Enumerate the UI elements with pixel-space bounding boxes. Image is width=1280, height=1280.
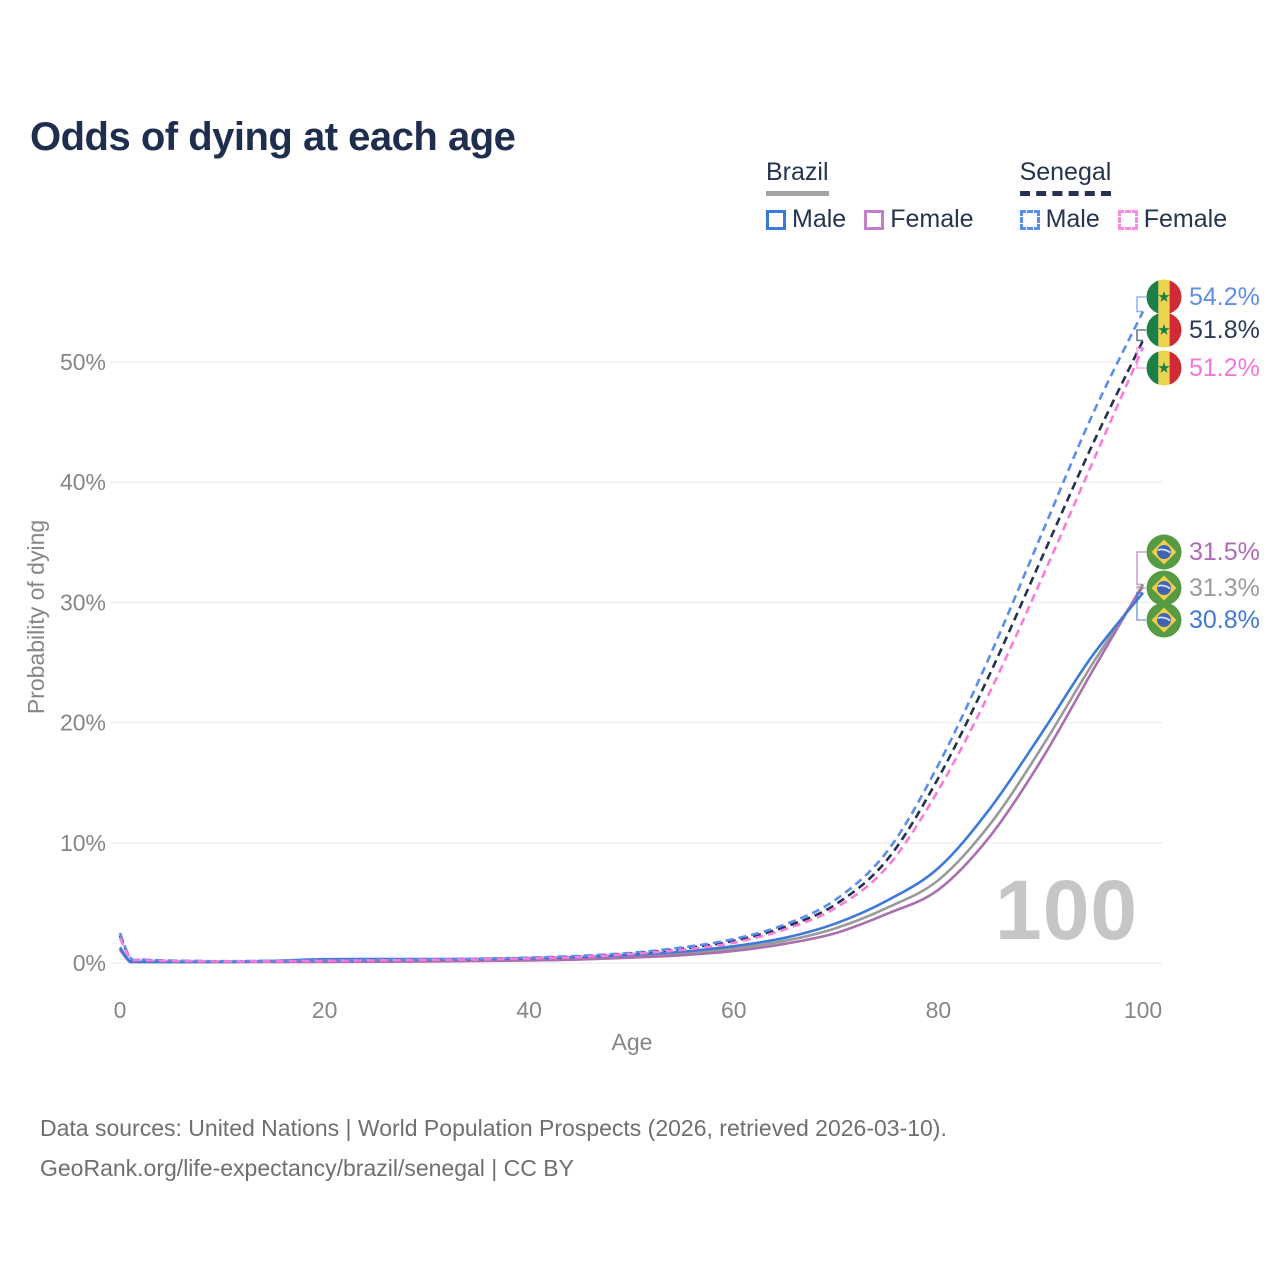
end-label-brazil-male: 30.8% xyxy=(1146,601,1260,639)
senegal-flag-icon xyxy=(1146,312,1182,348)
legend-item-label: Female xyxy=(1143,205,1228,233)
senegal-male-swatch-icon xyxy=(1019,209,1040,230)
end-label-senegal-male: 54.2% xyxy=(1146,278,1260,316)
brazil-female-swatch-icon xyxy=(864,209,885,230)
end-label-senegal-female: 51.2% xyxy=(1146,349,1260,387)
x-axis-title: Age xyxy=(612,1029,653,1055)
senegal-flag-icon xyxy=(1146,279,1182,315)
x-tick-label: 80 xyxy=(926,997,952,1023)
y-tick-label: 30% xyxy=(60,589,106,615)
end-label-brazil-both: 31.3% xyxy=(1146,569,1260,607)
y-tick-label: 20% xyxy=(60,710,106,736)
brazil-male-swatch-icon xyxy=(766,209,786,230)
end-label-value: 31.5% xyxy=(1189,537,1260,566)
end-label-value: 51.2% xyxy=(1189,353,1260,382)
line-senegal-female xyxy=(118,347,1145,963)
label-connector xyxy=(1136,592,1146,621)
y-axis-title: Probability of dying xyxy=(23,520,49,714)
end-label-value: 30.8% xyxy=(1189,605,1260,634)
legend-item-senegal-female[interactable]: Female xyxy=(1117,205,1228,234)
x-tick-label: 40 xyxy=(516,997,542,1023)
page-title: Odds of dying at each age xyxy=(30,114,516,159)
label-connector xyxy=(1136,296,1146,313)
label-connector xyxy=(1136,586,1146,589)
legend: Brazil Male Female Senegal Male Female xyxy=(766,158,1227,234)
line-senegal-both xyxy=(118,339,1145,963)
end-label-value: 54.2% xyxy=(1189,282,1260,311)
x-tick-label: 60 xyxy=(721,997,747,1023)
legend-item-senegal-male[interactable]: Male xyxy=(1019,205,1100,234)
label-connector xyxy=(1136,551,1146,586)
y-tick-label: 10% xyxy=(60,830,106,856)
senegal-flag-icon xyxy=(1146,350,1182,386)
line-brazil-both xyxy=(118,586,1145,964)
label-connector xyxy=(1136,329,1146,342)
source-line-1: Data sources: United Nations | World Pop… xyxy=(40,1115,947,1141)
y-tick-label: 40% xyxy=(60,469,106,495)
brazil-flag-icon xyxy=(1146,570,1182,606)
x-tick-label: 100 xyxy=(1124,997,1162,1023)
y-tick-label: 50% xyxy=(60,349,106,375)
legend-item-label: Male xyxy=(1045,205,1100,233)
x-tick-label: 0 xyxy=(114,997,127,1023)
line-brazil-male xyxy=(118,591,1145,964)
end-label-brazil-female: 31.5% xyxy=(1146,533,1260,571)
legend-group-brazil: Brazil Male Female xyxy=(766,158,974,234)
legend-item-brazil-male[interactable]: Male xyxy=(766,205,846,234)
senegal-female-swatch-icon xyxy=(1117,209,1138,230)
line-senegal-male xyxy=(118,310,1145,963)
source-line-2: GeoRank.org/life-expectancy/brazil/seneg… xyxy=(40,1155,574,1181)
y-tick-label: 0% xyxy=(73,950,106,976)
line-brazil-female xyxy=(118,583,1145,964)
legend-item-brazil-female[interactable]: Female xyxy=(864,205,974,234)
brazil-flag-icon xyxy=(1146,534,1182,570)
x-tick-label: 20 xyxy=(312,997,338,1023)
legend-group-senegal: Senegal Male Female xyxy=(1019,158,1228,234)
end-label-value: 31.3% xyxy=(1189,573,1260,602)
label-connector xyxy=(1136,346,1146,369)
brazil-flag-icon xyxy=(1146,602,1182,638)
data-sources: Data sources: United Nations | World Pop… xyxy=(40,1108,947,1188)
age-counter-watermark: 100 xyxy=(995,863,1139,957)
legend-country-senegal: Senegal xyxy=(1019,158,1112,196)
legend-item-label: Male xyxy=(792,205,847,233)
end-label-senegal-both: 51.8% xyxy=(1146,311,1260,349)
legend-item-label: Female xyxy=(890,205,974,233)
end-label-value: 51.8% xyxy=(1189,315,1260,344)
legend-country-brazil: Brazil xyxy=(766,158,829,196)
